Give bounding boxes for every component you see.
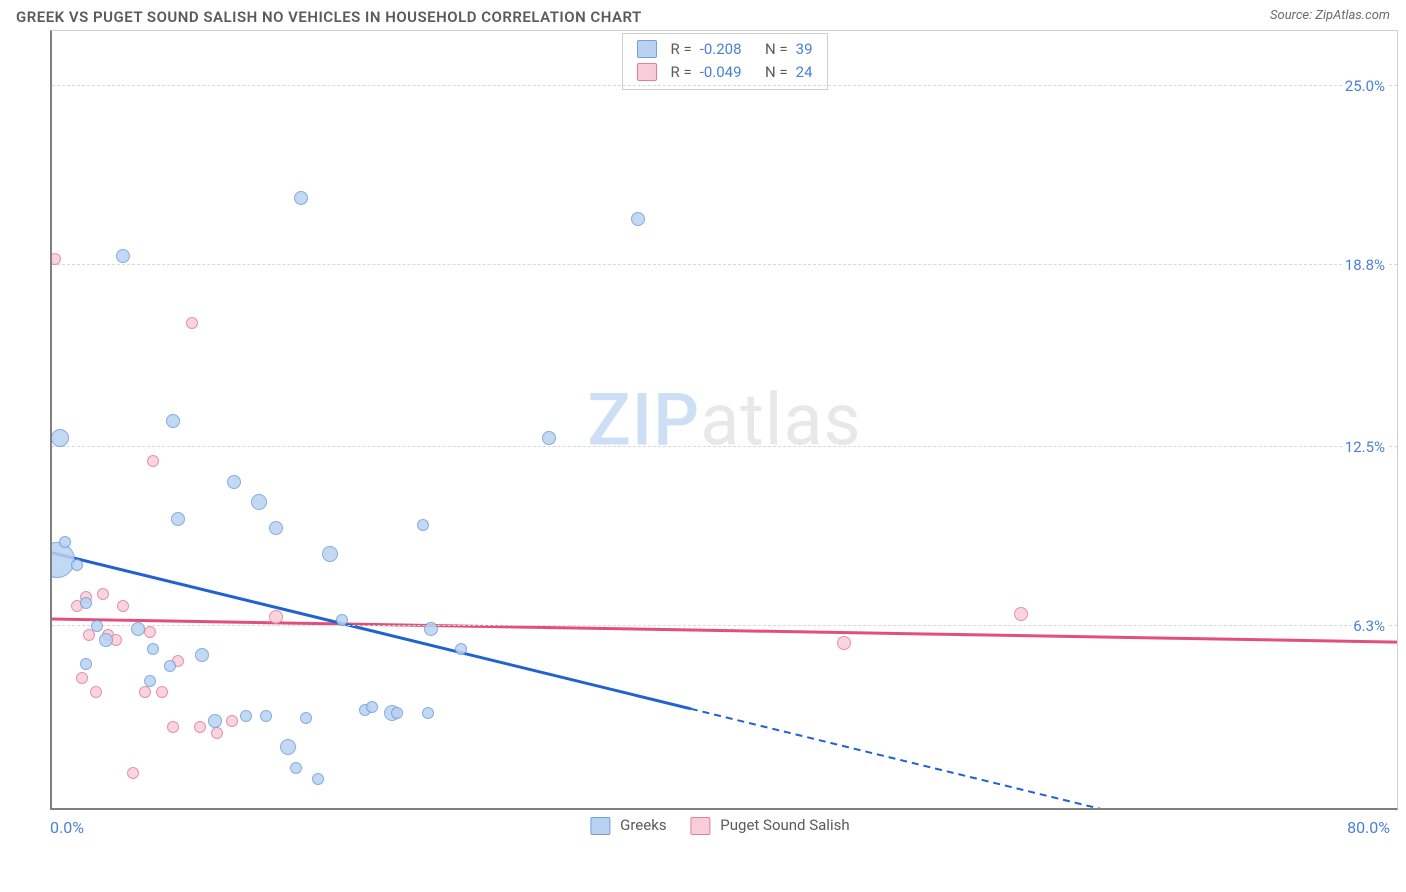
data-point (294, 191, 308, 205)
data-point (127, 767, 139, 779)
data-point (117, 600, 129, 612)
data-point (186, 317, 198, 329)
chart-title: GREEK VS PUGET SOUND SALISH NO VEHICLES … (16, 8, 642, 26)
data-point (156, 686, 168, 698)
data-point (211, 727, 223, 739)
data-point (226, 715, 238, 727)
data-point (71, 559, 83, 571)
data-point (59, 536, 71, 548)
y-tick-label: 6.3% (1351, 617, 1387, 635)
x-tick (322, 808, 323, 810)
data-point (195, 648, 209, 662)
data-point (422, 707, 434, 719)
data-point (391, 707, 403, 719)
legend-item-greeks: Greeks (590, 816, 666, 835)
data-point (251, 494, 267, 510)
swatch-salish (636, 63, 656, 81)
data-point (144, 675, 156, 687)
swatch-greeks (636, 40, 656, 58)
data-point (91, 620, 103, 632)
swatch-salish-bottom (691, 817, 711, 835)
legend-item-salish: Puget Sound Salish (691, 816, 850, 835)
data-point (322, 546, 338, 562)
data-point (631, 212, 645, 226)
data-point (542, 431, 556, 445)
data-point (260, 710, 272, 722)
y-tick-label: 25.0% (1343, 77, 1387, 95)
data-point (312, 773, 324, 785)
data-point (424, 622, 438, 636)
data-point (131, 622, 145, 636)
data-point (208, 714, 222, 728)
data-point (51, 429, 69, 447)
data-point (300, 712, 312, 724)
legend-row-salish: R = -0.049 N = 24 (636, 61, 812, 84)
y-tick-label: 18.8% (1343, 256, 1387, 274)
x-tick (1130, 808, 1131, 810)
data-point (227, 475, 241, 489)
data-point (80, 658, 92, 670)
data-point (417, 519, 429, 531)
data-point (455, 643, 467, 655)
x-tick (996, 808, 997, 810)
legend-row-greeks: R = -0.208 N = 39 (636, 38, 812, 61)
data-point (1014, 607, 1028, 621)
data-point (147, 455, 159, 467)
data-point (194, 721, 206, 733)
x-tick (1265, 808, 1266, 810)
x-axis-row: 0.0% Greeks Puget Sound Salish 80.0% (50, 814, 1390, 848)
data-point (147, 643, 159, 655)
chart-header: GREEK VS PUGET SOUND SALISH NO VEHICLES … (8, 8, 1398, 30)
data-point (97, 588, 109, 600)
data-point (166, 414, 180, 428)
gridline (52, 446, 1397, 447)
trend-lines (52, 31, 1397, 809)
source-label: Source: ZipAtlas.com (1270, 8, 1390, 23)
x-tick (591, 808, 592, 810)
data-point (366, 701, 378, 713)
series-legend: Greeks Puget Sound Salish (590, 816, 849, 835)
chart-wrap: No Vehicles in Household ZIPatlas R = -0… (50, 30, 1390, 848)
gridline (52, 85, 1397, 86)
data-point (139, 686, 151, 698)
data-point (171, 512, 185, 526)
scatter-plot: ZIPatlas R = -0.208 N = 39 R = -0.049 N … (50, 30, 1398, 810)
data-point (336, 614, 348, 626)
data-point (144, 626, 156, 638)
correlation-legend-box: R = -0.208 N = 39 R = -0.049 N = 24 (621, 33, 827, 90)
x-min-label: 0.0% (50, 818, 84, 837)
data-point (290, 762, 302, 774)
data-point (50, 253, 61, 265)
data-point (116, 249, 130, 263)
data-point (269, 610, 283, 624)
gridline (52, 264, 1397, 265)
data-point (99, 633, 113, 647)
data-point (167, 721, 179, 733)
x-tick (187, 808, 188, 810)
data-point (80, 597, 92, 609)
data-point (280, 739, 296, 755)
x-tick (861, 808, 862, 810)
watermark: ZIPatlas (587, 377, 861, 462)
data-point (164, 660, 176, 672)
y-tick-label: 12.5% (1343, 438, 1387, 456)
x-tick (726, 808, 727, 810)
gridline (52, 625, 1397, 626)
data-point (240, 710, 252, 722)
data-point (76, 672, 88, 684)
data-point (90, 686, 102, 698)
swatch-greeks-bottom (590, 817, 610, 835)
data-point (837, 636, 851, 650)
x-tick (456, 808, 457, 810)
x-max-label: 80.0% (1347, 818, 1390, 837)
data-point (269, 521, 283, 535)
